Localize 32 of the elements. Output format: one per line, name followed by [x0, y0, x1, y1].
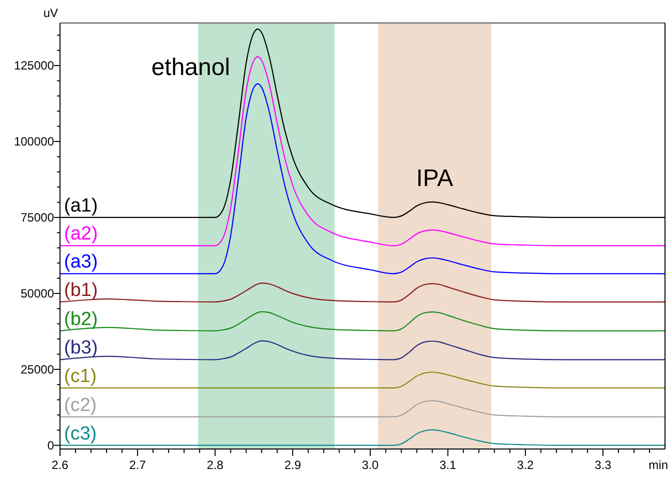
x-tick-label: 2.7 — [129, 458, 146, 472]
x-tick-label: 2.6 — [52, 458, 69, 472]
y-tick-label: 25000 — [20, 362, 54, 377]
series-label: (a1) — [64, 195, 98, 216]
band-label: ethanol — [151, 54, 230, 81]
x-tick-label: 2.8 — [206, 458, 224, 472]
y-tick-label: 50000 — [20, 286, 54, 301]
series-label: (c1) — [64, 366, 97, 387]
line-series — [59, 83, 666, 274]
line-series — [59, 311, 666, 332]
y-tick-label: 0 — [47, 438, 54, 453]
series-label: (a3) — [64, 252, 98, 273]
x-tick-label: 3.2 — [517, 458, 534, 472]
band-label: IPA — [416, 164, 454, 192]
line-series — [59, 56, 666, 246]
series-label: (b2) — [64, 308, 98, 330]
x-tick-label: 3.0 — [362, 458, 379, 472]
y-axis-title: uV — [43, 6, 58, 20]
y-tick-label: 75000 — [20, 210, 54, 225]
line-series — [59, 282, 666, 302]
line-series — [59, 340, 666, 360]
x-tick-label: 3.1 — [439, 458, 456, 472]
series-label: (b1) — [64, 280, 98, 301]
series-label: (c3) — [64, 423, 97, 444]
series-label: (b3) — [64, 338, 98, 359]
x-tick-label: 2.9 — [284, 458, 302, 472]
x-tick-label: 3.3 — [594, 458, 612, 472]
series-label: (c2) — [64, 394, 97, 416]
series-label: (a2) — [64, 224, 98, 245]
y-tick-label: 100000 — [14, 134, 54, 149]
y-tick-label: 125000 — [14, 58, 54, 73]
x-axis-title: min — [648, 458, 668, 472]
